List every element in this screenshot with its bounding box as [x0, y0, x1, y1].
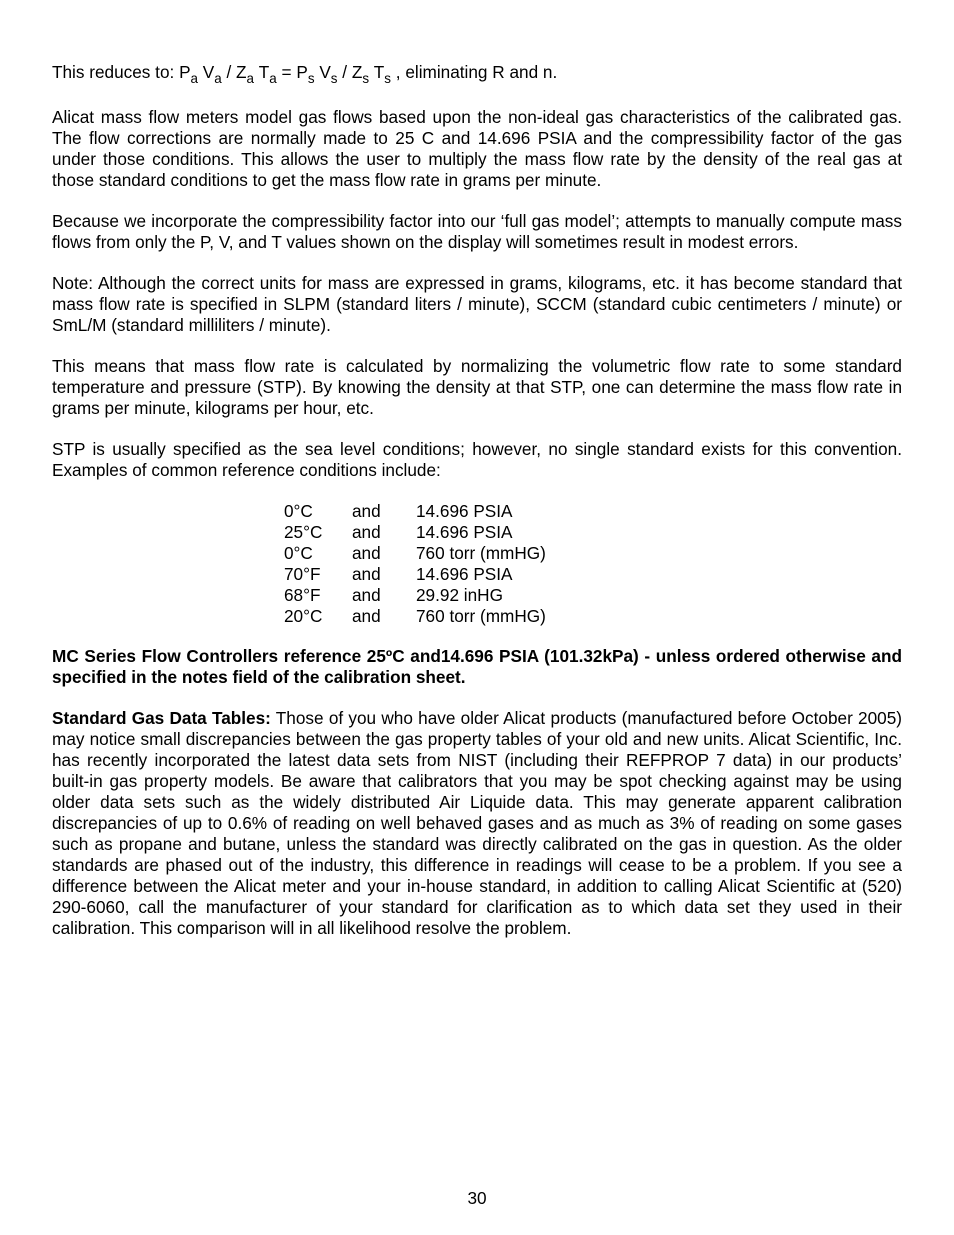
stp-row: 20°C and 760 torr (mmHG): [284, 606, 902, 627]
eq-div2: /: [337, 62, 351, 82]
paragraph-stp-intro: STP is usually specified as the sea leve…: [52, 439, 902, 481]
eq-Pa: Pa: [179, 62, 198, 82]
stp-pressure: 760 torr (mmHG): [416, 606, 546, 627]
gas-data-lead: Standard Gas Data Tables:: [52, 708, 271, 728]
stp-temp: 25°C: [284, 522, 352, 543]
stp-temp: 20°C: [284, 606, 352, 627]
stp-and: and: [352, 585, 416, 606]
stp-and: and: [352, 564, 416, 585]
stp-row: 0°C and 760 torr (mmHG): [284, 543, 902, 564]
stp-row: 68°F and 29.92 inHG: [284, 585, 902, 606]
eq-Ta: Ta: [259, 62, 277, 82]
stp-row: 25°C and 14.696 PSIA: [284, 522, 902, 543]
equation-line: This reduces to: Pa Va / Za Ta = Ps Vs /…: [52, 62, 902, 87]
stp-temp: 0°C: [284, 501, 352, 522]
stp-pressure: 14.696 PSIA: [416, 564, 513, 585]
equation-suffix: , eliminating R and n.: [391, 62, 557, 82]
document-page: This reduces to: Pa Va / Za Ta = Ps Vs /…: [0, 0, 954, 1235]
stp-and: and: [352, 543, 416, 564]
stp-row: 70°F and 14.696 PSIA: [284, 564, 902, 585]
paragraph-note-units: Note: Although the correct units for mas…: [52, 273, 902, 336]
paragraph-mc-series: MC Series Flow Controllers reference 25º…: [52, 646, 902, 688]
stp-row: 0°C and 14.696 PSIA: [284, 501, 902, 522]
stp-pressure: 14.696 PSIA: [416, 522, 513, 543]
paragraph-alicat-model: Alicat mass flow meters model gas flows …: [52, 107, 902, 191]
eq-equals: =: [277, 62, 297, 82]
eq-Vs: Vs: [319, 62, 337, 82]
gas-data-body: Those of you who have older Alicat produ…: [52, 708, 902, 938]
stp-temp: 68°F: [284, 585, 352, 606]
stp-pressure: 14.696 PSIA: [416, 501, 513, 522]
stp-and: and: [352, 501, 416, 522]
eq-Ts: Ts: [374, 62, 391, 82]
stp-and: and: [352, 522, 416, 543]
eq-Ps: Ps: [296, 62, 314, 82]
stp-conditions-table: 0°C and 14.696 PSIA 25°C and 14.696 PSIA…: [52, 501, 902, 627]
paragraph-stp-calc: This means that mass flow rate is calcul…: [52, 356, 902, 419]
paragraph-compressibility: Because we incorporate the compressibili…: [52, 211, 902, 253]
eq-div1: /: [222, 62, 236, 82]
stp-temp: 70°F: [284, 564, 352, 585]
stp-and: and: [352, 606, 416, 627]
page-number: 30: [0, 1188, 954, 1209]
eq-Va: Va: [203, 62, 222, 82]
equation-prefix: This reduces to:: [52, 62, 179, 82]
eq-Za: Za: [236, 62, 254, 82]
paragraph-gas-data-tables: Standard Gas Data Tables: Those of you w…: [52, 708, 902, 939]
eq-Zs: Zs: [352, 62, 369, 82]
stp-temp: 0°C: [284, 543, 352, 564]
stp-pressure: 760 torr (mmHG): [416, 543, 546, 564]
stp-pressure: 29.92 inHG: [416, 585, 503, 606]
